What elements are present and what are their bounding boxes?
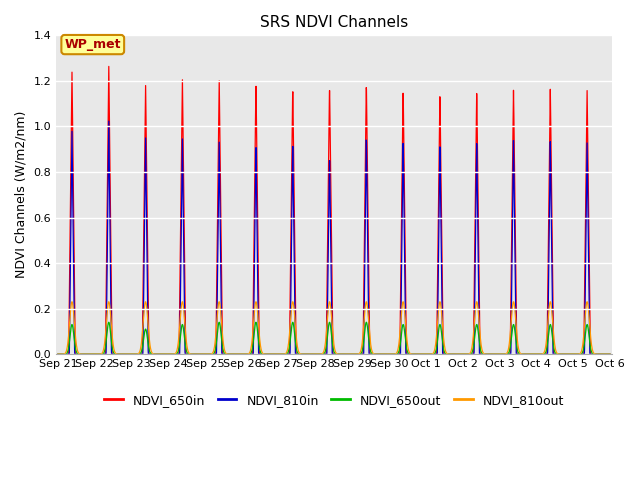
NDVI_810out (68, 299, 76, 305)
NDVI_650in (290, 164, 298, 169)
NDVI_650out (117, 351, 125, 357)
Title: SRS NDVI Channels: SRS NDVI Channels (260, 15, 408, 30)
NDVI_650in (606, 351, 614, 357)
NDVI_650in (117, 351, 125, 357)
NDVI_810out (150, 351, 157, 357)
NDVI_810out (595, 351, 603, 357)
Line: NDVI_810in: NDVI_810in (58, 121, 610, 354)
Line: NDVI_650in: NDVI_650in (58, 66, 610, 354)
NDVI_650out (150, 351, 157, 357)
NDVI_650in (105, 63, 113, 69)
Line: NDVI_650out: NDVI_650out (58, 322, 610, 354)
NDVI_650out (266, 351, 274, 357)
NDVI_810in (117, 351, 125, 357)
NDVI_650out (606, 351, 614, 357)
NDVI_810out (266, 351, 274, 357)
NDVI_810in (266, 351, 274, 357)
NDVI_650out (595, 351, 603, 357)
NDVI_650in (150, 351, 157, 357)
NDVI_650out (290, 324, 298, 329)
NDVI_810in (105, 118, 113, 124)
NDVI_810out (117, 351, 125, 357)
NDVI_810in (606, 351, 614, 357)
NDVI_810in (536, 351, 543, 357)
NDVI_810out (54, 351, 62, 357)
NDVI_650in (266, 351, 274, 357)
NDVI_810in (595, 351, 603, 357)
Legend: NDVI_650in, NDVI_810in, NDVI_650out, NDVI_810out: NDVI_650in, NDVI_810in, NDVI_650out, NDV… (99, 389, 569, 412)
NDVI_650in (54, 351, 62, 357)
Y-axis label: NDVI Channels (W/m2/nm): NDVI Channels (W/m2/nm) (15, 111, 28, 278)
NDVI_650in (595, 351, 603, 357)
NDVI_650out (536, 351, 543, 357)
Line: NDVI_810out: NDVI_810out (58, 302, 610, 354)
NDVI_650in (536, 351, 543, 357)
NDVI_810in (150, 351, 157, 357)
NDVI_810out (606, 351, 614, 357)
NDVI_650out (105, 319, 113, 325)
NDVI_810out (536, 351, 543, 357)
NDVI_810in (54, 351, 62, 357)
NDVI_810out (290, 303, 298, 309)
NDVI_810in (290, 218, 298, 224)
Text: WP_met: WP_met (65, 38, 121, 51)
NDVI_650out (54, 351, 62, 357)
